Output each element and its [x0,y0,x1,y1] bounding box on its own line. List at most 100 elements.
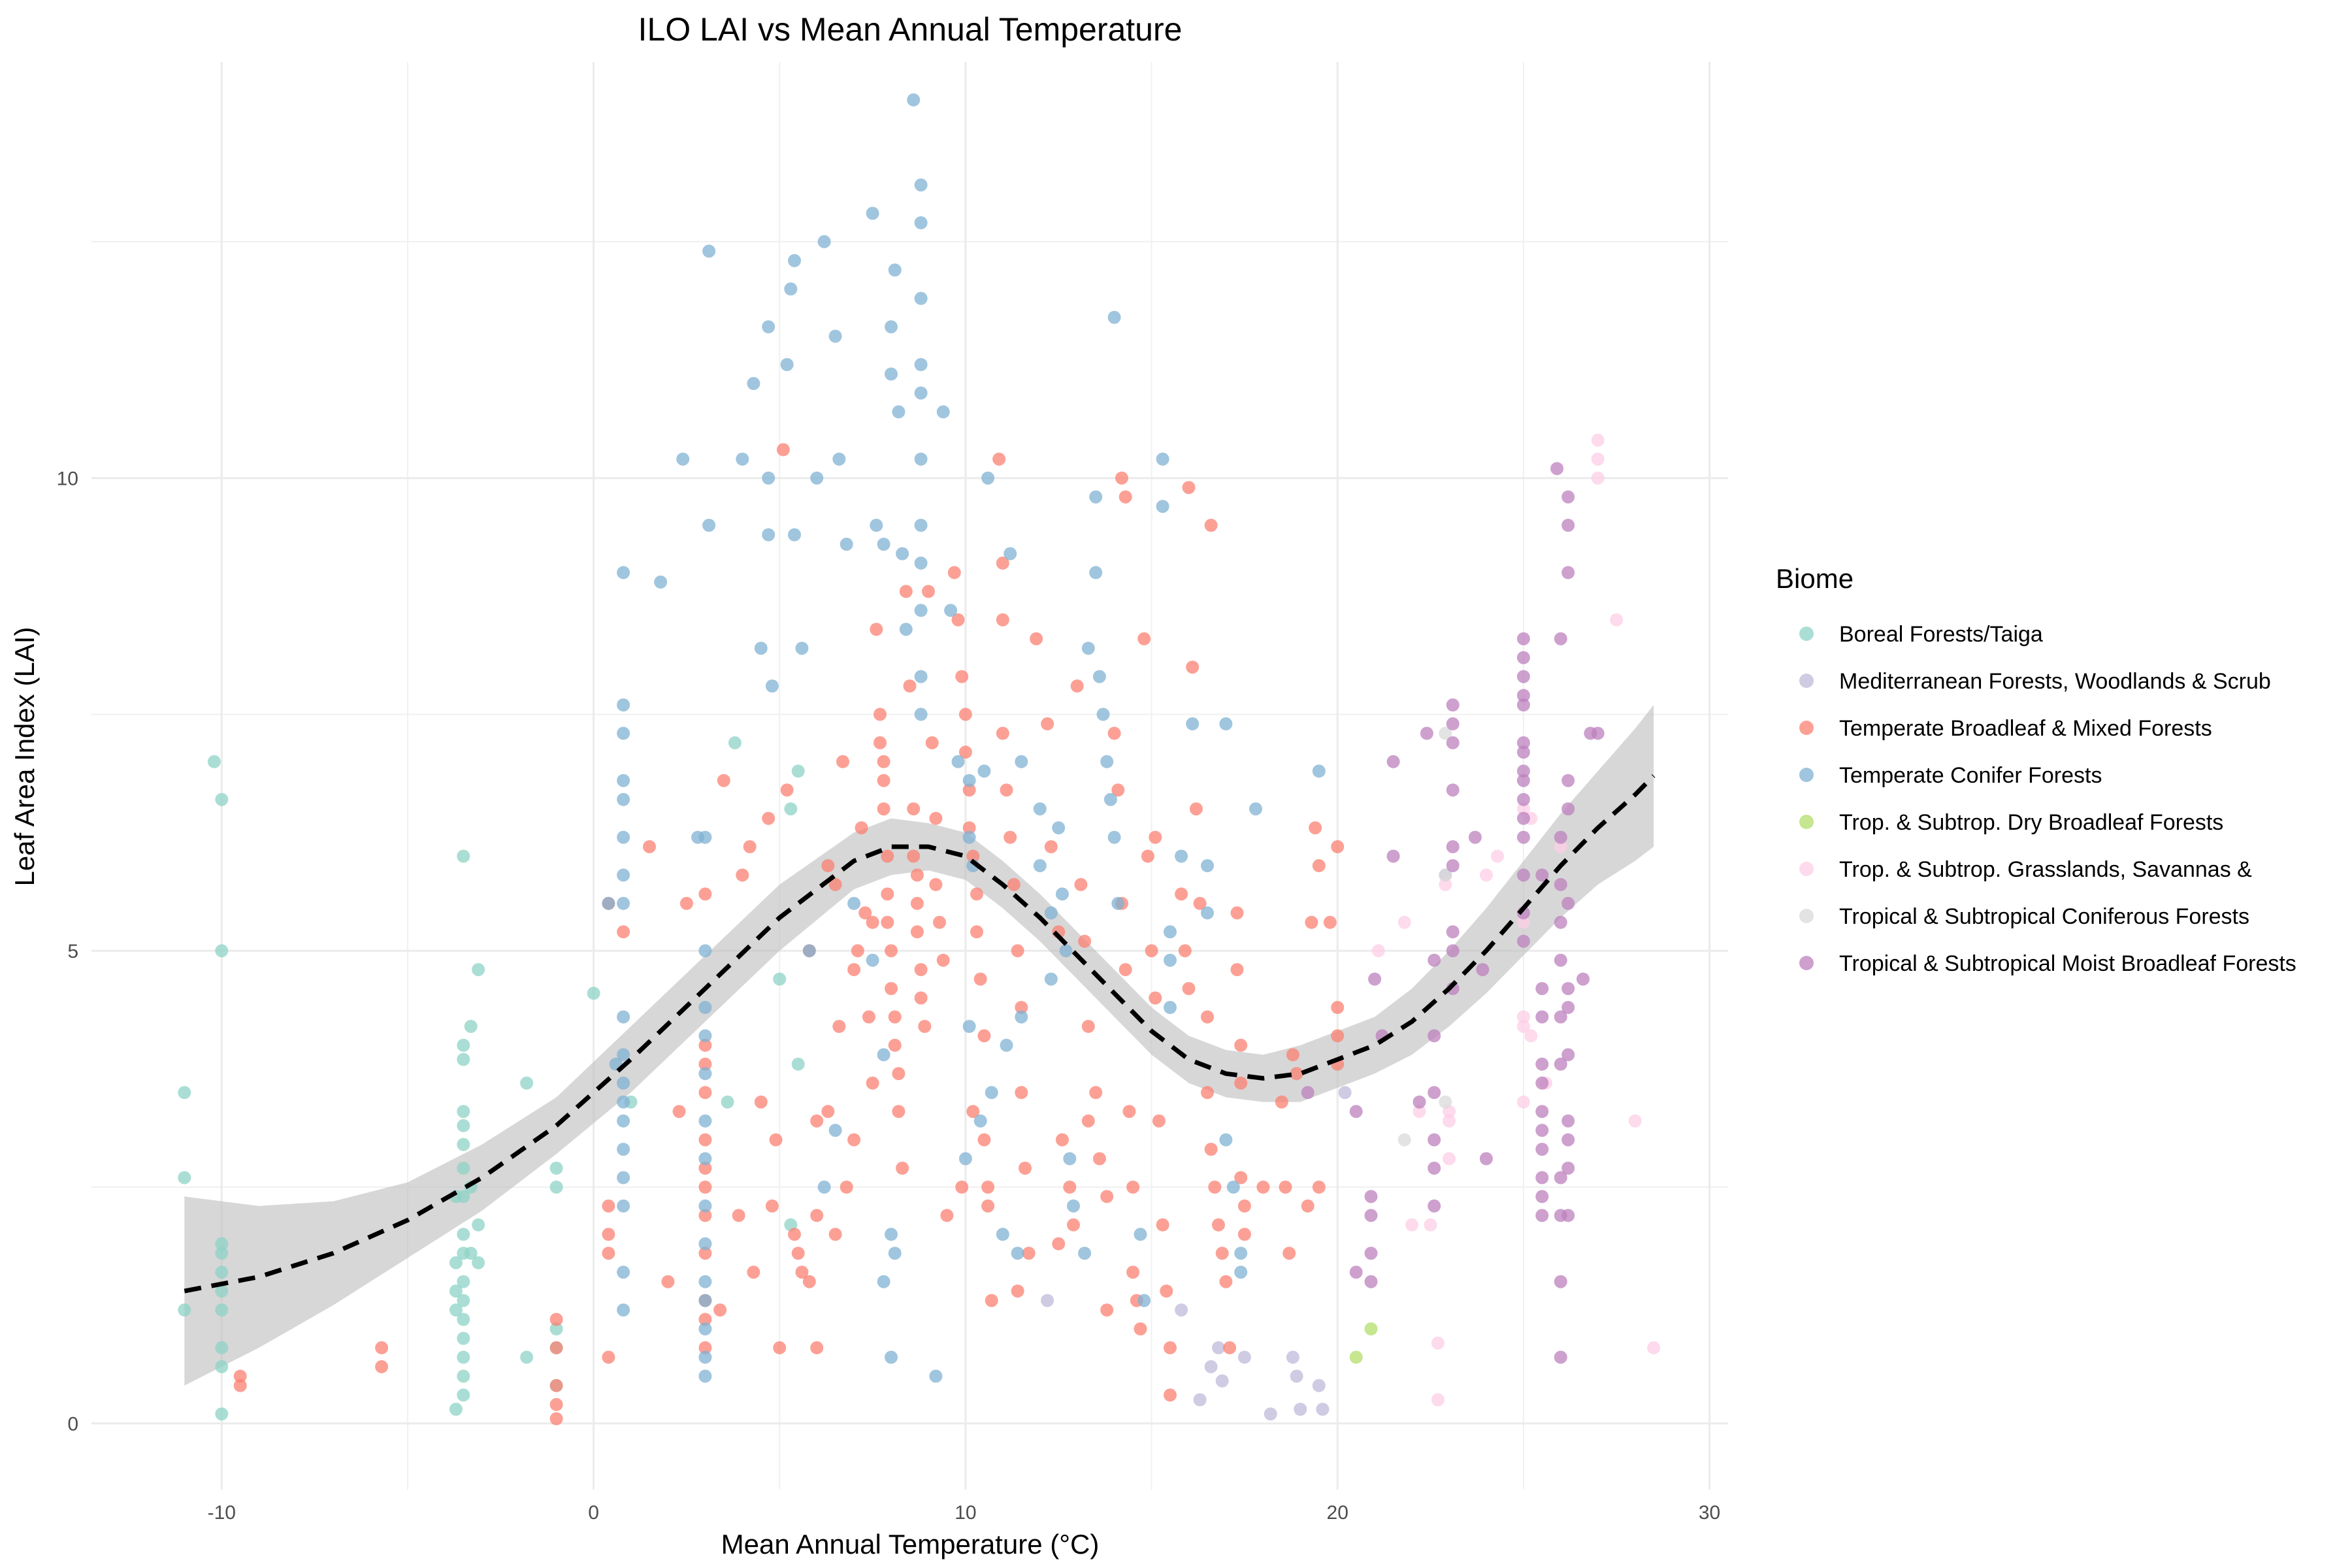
data-point [215,1284,229,1298]
x-tick-label: -10 [208,1502,236,1524]
data-point [929,1369,943,1383]
data-point [617,1114,630,1128]
data-point [847,963,861,977]
data-point [996,727,1009,740]
legend-label: Tropical & Subtropical Coniferous Forest… [1839,904,2249,929]
data-point [892,1105,906,1119]
data-point [617,1266,630,1279]
data-point [866,953,879,967]
data-point [617,698,630,711]
data-point [449,1403,463,1416]
data-point [1591,727,1605,740]
data-point [472,963,485,977]
data-point [992,452,1006,466]
data-point [1443,1152,1456,1166]
data-point [1212,1341,1225,1354]
data-point [1204,519,1218,532]
data-point [1175,849,1188,863]
data-point [1576,972,1590,986]
data-point [457,1228,470,1241]
data-point [215,1237,229,1250]
data-point [1264,1407,1277,1421]
data-point [215,1341,229,1354]
data-point [874,736,887,749]
data-point [457,1137,470,1151]
data-point [1055,1133,1069,1147]
data-point [762,320,776,334]
data-point [1331,1001,1345,1014]
data-point [892,1067,906,1081]
data-point [1234,1076,1248,1090]
smooth-trend-line [184,774,1656,1294]
data-point [1368,972,1382,986]
data-point [617,1171,630,1184]
data-point [877,774,890,787]
data-point [698,1114,712,1128]
data-point [617,774,630,787]
data-point [698,1313,712,1326]
legend-label: Trop. & Subtrop. Grasslands, Savannas & [1839,857,2252,882]
y-tick-label: 10 [57,468,78,490]
data-point [966,849,980,863]
data-point [840,538,853,551]
legend-label: Mediterranean Forests, Woodlands & Scrub [1839,669,2271,694]
data-point [1535,1105,1549,1119]
data-point [791,764,805,778]
data-point [1055,887,1069,901]
data-point [1282,1247,1296,1260]
data-point [1015,1086,1028,1100]
data-point [888,1010,902,1024]
data-point [617,868,630,882]
data-point [1081,642,1095,655]
data-point [520,1350,534,1364]
data-point [958,1152,972,1166]
data-point [958,708,972,721]
data-point [1145,944,1158,958]
data-point [1428,1162,1441,1175]
data-point [602,1199,615,1213]
data-point [907,93,921,106]
data-point [617,830,630,844]
data-point [802,944,816,958]
data-point [885,367,898,381]
data-point [973,1114,987,1128]
data-point [464,1247,478,1260]
legend-key [1799,627,1814,641]
data-point [602,896,615,910]
data-point [464,1020,478,1033]
data-point [617,1303,630,1317]
data-point [765,1199,779,1213]
data-point [1100,1303,1114,1317]
data-point [810,1341,824,1354]
data-point [1561,896,1575,910]
data-point [698,1086,712,1100]
smooth-line-layer [184,774,1656,1294]
data-point [795,1266,809,1279]
data-point [877,755,890,768]
data-point [449,1256,463,1269]
data-point [449,1303,463,1317]
data-point [1074,877,1088,891]
points-layer [178,93,1661,1426]
data-point [1476,963,1490,977]
data-point [1212,1218,1225,1232]
data-point [1535,868,1549,882]
data-point [617,896,630,910]
data-point [1156,1218,1169,1232]
legend-label: Tropical & Subtropical Moist Broadleaf F… [1839,951,2296,976]
x-axis-title: Mean Annual Temperature (°C) [721,1529,1100,1560]
data-point [1059,944,1073,958]
data-point [457,1313,470,1326]
data-point [1063,1181,1077,1194]
legend-key [1799,862,1814,876]
data-point [520,1076,534,1090]
data-point [1428,1199,1441,1213]
data-point [996,556,1009,570]
data-point [1516,736,1530,749]
data-point [1397,915,1411,929]
data-point [1089,490,1103,504]
data-point [1554,632,1567,645]
data-point [717,774,730,787]
data-point [817,1181,831,1194]
data-point [1516,792,1530,806]
